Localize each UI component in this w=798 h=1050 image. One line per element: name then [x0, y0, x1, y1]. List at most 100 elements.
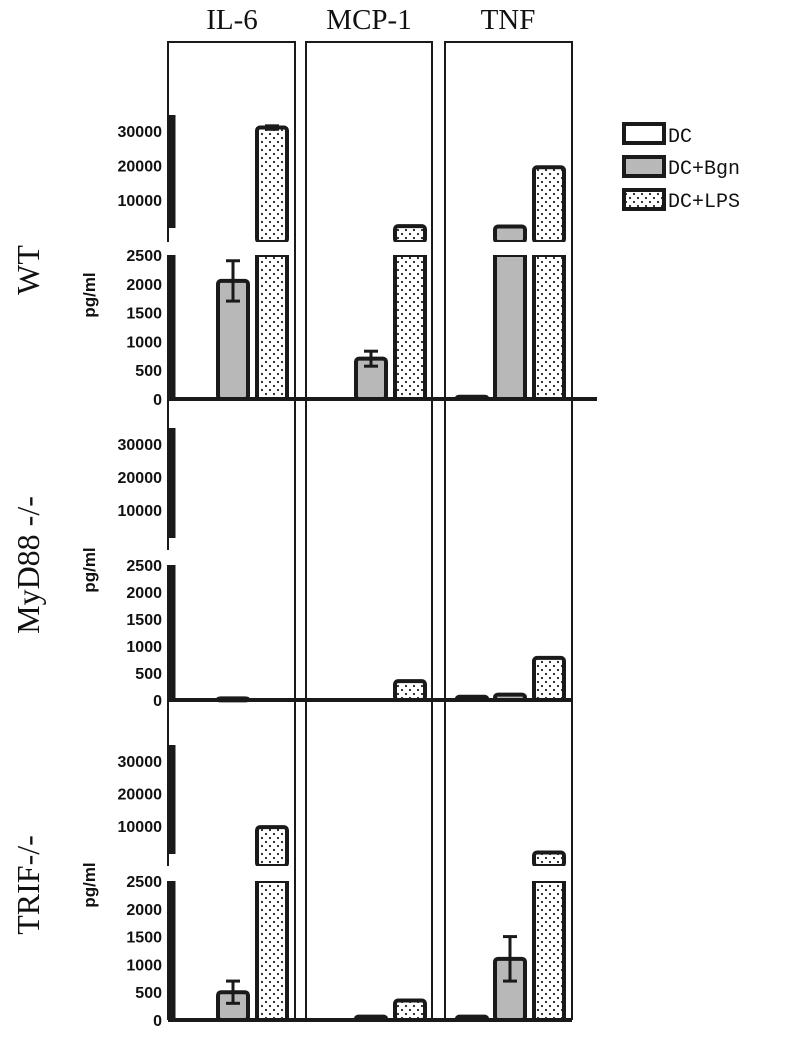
axis-break-gap	[392, 242, 428, 255]
legend-label-dc-lps: DC+LPS	[668, 191, 740, 214]
bar-dc-lps-lower	[255, 253, 289, 401]
y-tick-label: 1500	[126, 612, 162, 629]
column-title-tnf: TNF	[481, 4, 536, 36]
bar-dc-bgn	[493, 692, 527, 702]
bar-dc-lps	[393, 998, 427, 1022]
bar-dc	[455, 1014, 489, 1023]
y-tick-label: 500	[135, 666, 162, 683]
y-tick-label: 500	[135, 363, 162, 380]
y-tick-label: 0	[153, 392, 162, 409]
y-tick-label: 2000	[126, 902, 162, 919]
bar-dc-bgn	[493, 935, 527, 1023]
legend-swatch-dc-bgn	[622, 155, 666, 178]
y-tick-label: 2000	[126, 277, 162, 294]
bar-dc-lps-upper	[393, 224, 427, 244]
y-axis-2: 0 500 1000 1500 2000 2500 10000 20000 30000	[118, 745, 176, 1030]
panel-frames	[167, 41, 573, 1020]
y-tick-label: 30000	[118, 437, 163, 454]
y-tick-label: 1500	[126, 930, 162, 947]
bar-dc-lps-lower	[532, 253, 566, 401]
bars	[216, 124, 567, 1023]
y-axis-break	[166, 550, 178, 565]
bar-dc-lps	[254, 124, 290, 401]
y-tick-label: 10000	[118, 503, 163, 520]
bar-dc-body	[455, 1014, 489, 1023]
y-tick-label: 30000	[118, 124, 163, 141]
row-title-trif: TRIF-/-	[10, 835, 46, 935]
bar-dc-bgn-body	[354, 1014, 388, 1023]
y-tick-label: 10000	[118, 819, 163, 836]
bar-dc-lps	[531, 850, 567, 1022]
bar-dc-lps	[254, 825, 290, 1022]
y-tick-label: 2000	[126, 585, 162, 602]
y-axes: 0500100015002000250010000200003000005001…	[118, 115, 178, 1030]
column-title-mcp1: MCP-1	[326, 4, 411, 36]
bar-dc-bgn	[492, 224, 528, 401]
legend-swatch-dc	[622, 122, 666, 145]
bar-dc-lps-body	[393, 679, 427, 702]
legend: DC DC+Bgn DC+LPS	[622, 122, 740, 214]
legend-label-dc: DC	[668, 126, 692, 149]
y-tick-label: 2500	[126, 874, 162, 891]
y-tick-label: 2500	[126, 248, 162, 265]
bar-dc-bgn-lower	[493, 253, 527, 401]
y-axis-label-wt: pg/ml	[80, 272, 99, 317]
y-axis-label-trif: pg/ml	[80, 862, 99, 907]
bar-dc-lps-upper	[532, 165, 566, 245]
y-tick-label: 500	[135, 985, 162, 1002]
bar-dc-bgn	[354, 349, 388, 401]
bar-dc-bgn	[216, 979, 250, 1023]
bar-dc-bgn-upper	[493, 224, 527, 245]
bar-dc-lps-body	[532, 655, 566, 703]
bar-dc-bgn-body	[216, 696, 250, 703]
bar-dc-lps	[531, 165, 567, 401]
y-tick-label: 20000	[118, 159, 163, 176]
bar-dc-lps	[393, 679, 427, 702]
y-tick-label: 0	[153, 1013, 162, 1030]
axis-break-gap	[254, 242, 290, 255]
bar-dc-lps-lower	[255, 879, 289, 1022]
y-tick-label: 30000	[118, 754, 163, 771]
y-tick-label: 0	[153, 693, 162, 710]
bar-dc	[455, 694, 489, 703]
y-tick-label: 1000	[126, 957, 162, 974]
axis-break-gap	[492, 242, 528, 255]
y-axis-break	[166, 866, 178, 881]
y-tick-label: 10000	[118, 193, 163, 210]
y-axis-label-myd88: pg/ml	[80, 547, 99, 592]
y-axis-1: 0 500 1000 1500 2000 2500 10000 20000 30000	[118, 428, 176, 710]
y-tick-label: 20000	[118, 787, 163, 804]
bar-dc-lps-upper	[255, 125, 289, 244]
axis-break-gap	[531, 866, 567, 881]
row-title-myd88: MyD88 -/-	[10, 496, 46, 634]
bar-dc-lps-lower	[393, 253, 427, 401]
bar-dc-lps-body	[393, 998, 427, 1022]
axis-break-gap	[254, 866, 290, 881]
bar-dc-bgn	[216, 259, 250, 402]
bar-dc-lps-lower	[532, 879, 566, 1022]
legend-swatch-dc-lps	[622, 188, 666, 211]
axis-break-gap	[531, 242, 567, 255]
bar-dc-lps	[392, 224, 428, 401]
y-tick-label: 1000	[126, 639, 162, 656]
y-axis-0: 0 500 1000 1500 2000 2500 10000 20000 30000	[118, 115, 176, 409]
bar-dc-bgn-body	[493, 692, 527, 702]
column-title-il6: IL-6	[206, 4, 258, 36]
bar-dc-lps	[532, 655, 566, 703]
bar-dc-bgn	[216, 696, 250, 703]
bar-dc	[455, 394, 489, 402]
bar-dc-bgn	[354, 1014, 388, 1023]
y-tick-label: 2500	[126, 558, 162, 575]
bar-dc-body	[455, 394, 489, 402]
y-axis-break	[166, 242, 178, 255]
bar-dc-lps-upper	[532, 850, 566, 868]
y-tick-label: 20000	[118, 470, 163, 487]
bar-dc-lps-upper	[255, 825, 289, 868]
y-tick-label: 1500	[126, 306, 162, 323]
panel-frame-mcp1	[305, 41, 433, 1020]
row-title-wt: WT	[10, 245, 46, 295]
legend-label-dc-bgn: DC+Bgn	[668, 158, 740, 181]
y-tick-label: 1000	[126, 334, 162, 351]
bar-dc-body	[455, 694, 489, 703]
